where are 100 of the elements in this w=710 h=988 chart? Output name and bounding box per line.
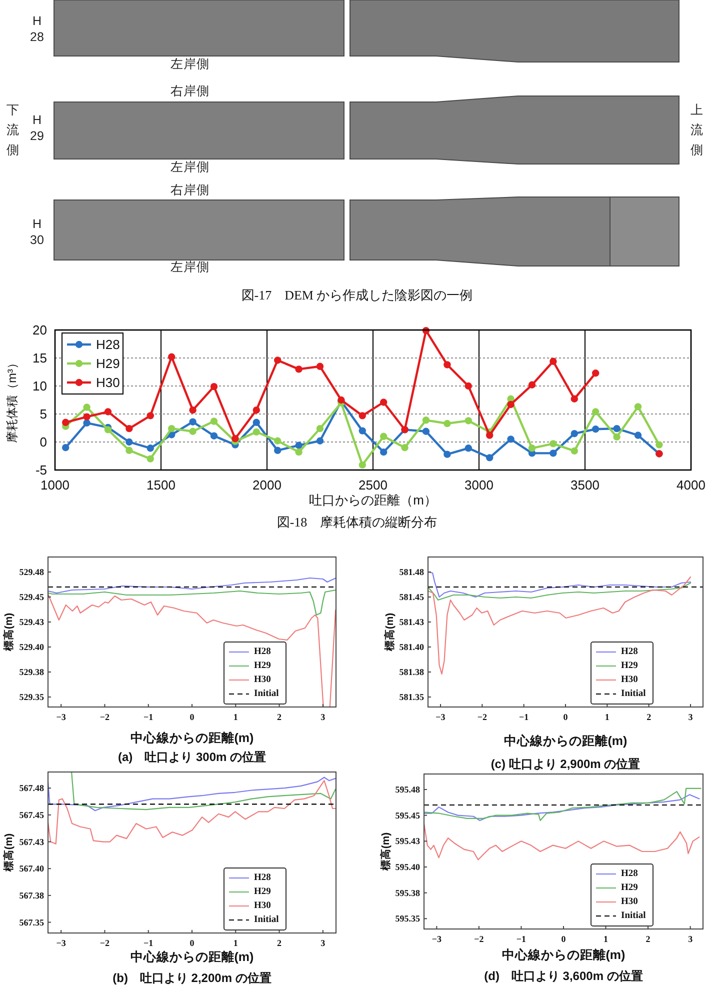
- point: [464, 382, 472, 390]
- point: [613, 424, 620, 432]
- text: (a) 吐口より 300m の位置: [118, 750, 266, 764]
- point: [570, 395, 578, 402]
- x-tick-label: −1: [516, 934, 527, 944]
- x-tick-label: 3: [688, 934, 694, 944]
- text: 下流側: [6, 103, 20, 157]
- point: [295, 448, 302, 456]
- y-tick-label: 595.35: [395, 914, 420, 924]
- x-tick-label: 0: [190, 712, 195, 722]
- point: [634, 403, 642, 410]
- point: [168, 353, 176, 360]
- legend-label: Initial: [621, 911, 646, 921]
- x-tick-label: −3: [432, 934, 442, 944]
- x-tick-label: 1: [604, 934, 609, 944]
- point: [486, 454, 494, 462]
- text: 右岸側: [170, 183, 210, 197]
- y-tick-label: 567.38: [19, 890, 44, 900]
- x-tick-label: 2: [277, 938, 282, 948]
- point: [592, 426, 600, 433]
- point: [83, 404, 90, 411]
- legend-label: Initial: [254, 689, 280, 699]
- point: [550, 450, 557, 457]
- point: [168, 424, 176, 432]
- point: [528, 381, 536, 388]
- y-tick-label: 595.43: [395, 836, 420, 846]
- point: [656, 441, 663, 448]
- x-tick-label: 3500: [570, 478, 600, 492]
- point: [464, 444, 472, 452]
- point: [62, 444, 70, 452]
- y-axis-title: 標高(m): [2, 833, 15, 873]
- y-axis-title: 摩耗体積（m³）: [5, 357, 19, 443]
- point: [380, 448, 388, 456]
- point: [401, 444, 408, 452]
- y-tick-label: 567.35: [19, 917, 44, 928]
- legend-label: H28: [254, 647, 272, 657]
- x-tick-label: 2000: [252, 478, 282, 492]
- legend-label: H28: [254, 873, 272, 883]
- x-tick-label: 3: [688, 712, 694, 722]
- y-tick-label: 529.45: [19, 592, 44, 602]
- legend-label: H29: [621, 883, 638, 893]
- y-tick-label: 20: [32, 322, 47, 338]
- y-tick-label: 5: [40, 406, 47, 422]
- legend-label: H30: [96, 375, 120, 390]
- legend-label: H29: [96, 356, 120, 371]
- point: [380, 398, 388, 406]
- point: [592, 370, 600, 377]
- point: [252, 418, 260, 426]
- y-tick-label: 595.38: [395, 888, 420, 898]
- point: [189, 418, 196, 426]
- legend-label: Initial: [621, 689, 646, 699]
- point: [444, 361, 451, 368]
- text: (b) 吐口より 2,200m の位置: [112, 971, 272, 985]
- y-tick-label: -5: [35, 462, 47, 478]
- x-tick-label: −2: [474, 934, 484, 944]
- point: [210, 418, 218, 425]
- text: (d) 吐口より 3,600m の位置: [484, 969, 643, 983]
- text: 図-17 DEM から作成した陰影図の一例: [241, 288, 473, 302]
- text: H 29: [30, 113, 44, 143]
- y-tick-label: 581.45: [399, 592, 424, 602]
- legend-label: Initial: [254, 915, 280, 925]
- text: 左岸側: [170, 260, 210, 274]
- x-tick-label: 4000: [676, 478, 706, 492]
- x-tick-label: 2: [646, 934, 651, 944]
- point: [146, 412, 154, 420]
- point: [274, 356, 282, 364]
- y-tick-label: 529.48: [19, 567, 44, 577]
- x-tick-label: 0: [561, 934, 566, 944]
- y-axis-title: 標高(m): [383, 612, 396, 652]
- y-axis-title: 標高(m): [2, 612, 15, 652]
- y-tick-label: 595.45: [395, 810, 420, 820]
- point: [83, 419, 90, 427]
- y-tick-label: 529.38: [19, 667, 44, 677]
- point: [634, 432, 642, 439]
- point: [507, 400, 514, 408]
- x-tick-label: 3000: [464, 478, 494, 492]
- x-tick-label: −3: [436, 712, 446, 722]
- point: [62, 418, 70, 426]
- point: [570, 447, 578, 455]
- x-tick-label: 0: [563, 712, 568, 722]
- y-tick-label: 0: [40, 434, 47, 450]
- x-axis-title: 吐口からの距離（m）: [309, 492, 437, 508]
- text: 右岸側: [170, 84, 210, 98]
- x-tick-label: 2: [277, 712, 282, 722]
- point: [358, 427, 366, 434]
- y-axis-title: 標高(m): [379, 832, 392, 872]
- point: [422, 428, 430, 435]
- legend-label: H28: [621, 869, 638, 879]
- point: [550, 440, 557, 448]
- text: 上流側: [690, 103, 704, 157]
- point: [613, 433, 620, 441]
- point: [232, 435, 239, 442]
- point: [464, 417, 472, 424]
- x-tick-label: 3: [320, 938, 326, 948]
- point: [146, 444, 154, 452]
- y-tick-label: 15: [32, 350, 47, 366]
- text: 図-18 摩耗体積の縦断分布: [276, 514, 438, 530]
- legend-label: H29: [621, 661, 638, 671]
- text: H 28: [30, 14, 44, 44]
- y-tick-label: 595.40: [395, 862, 420, 872]
